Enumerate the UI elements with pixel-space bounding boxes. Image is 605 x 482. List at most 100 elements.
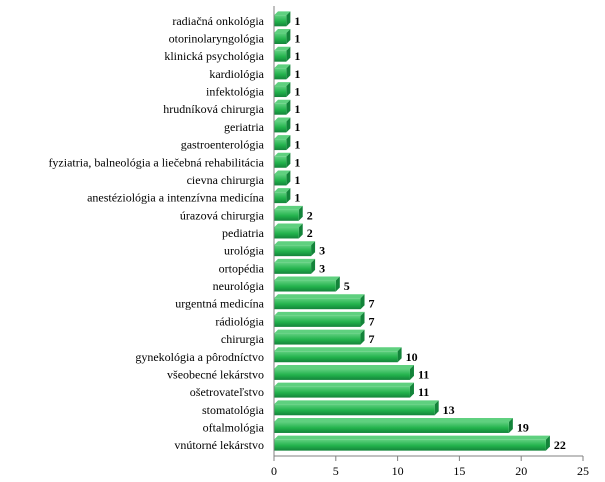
bar-24	[274, 439, 546, 451]
bar-side-5	[286, 99, 291, 115]
category-label-24: vnútorné lekárstvo	[174, 438, 264, 452]
bar-13	[274, 245, 312, 257]
value-label-23: 19	[517, 420, 529, 434]
bar-3	[274, 68, 287, 80]
bar-top-2	[274, 46, 291, 51]
bar-23	[274, 421, 509, 433]
bar-top-16	[274, 294, 365, 299]
x-tick-label-0: 0	[271, 464, 277, 478]
category-label-2: klinická psychológia	[164, 49, 264, 63]
bar-side-20	[409, 364, 414, 380]
value-label-21: 11	[418, 385, 429, 399]
category-label-5: hrudníková chirurgia	[163, 102, 264, 116]
value-label-2: 1	[294, 49, 300, 63]
bar-side-9	[286, 170, 291, 186]
x-tick-label-5: 25	[577, 464, 589, 478]
category-label-18: chirurgia	[221, 332, 265, 346]
value-label-6: 1	[294, 120, 300, 134]
category-label-22: stomatológia	[202, 403, 265, 417]
bar-side-10	[286, 188, 291, 204]
bar-9	[274, 174, 287, 186]
bar-6	[274, 121, 287, 133]
bar-side-18	[360, 329, 365, 345]
bar-top-20	[274, 364, 414, 369]
bar-top-3	[274, 64, 291, 69]
bar-7	[274, 139, 287, 151]
bar-side-3	[286, 64, 291, 80]
value-label-16: 7	[369, 297, 375, 311]
bar-top-7	[274, 135, 291, 140]
bar-side-6	[286, 117, 291, 133]
bar-12	[274, 227, 299, 239]
category-label-11: úrazová chirurgia	[180, 208, 265, 222]
bar-top-23	[274, 417, 513, 422]
value-label-0: 1	[294, 14, 300, 28]
bar-top-10	[274, 188, 291, 193]
category-label-1: otorinolaryngológia	[169, 32, 265, 46]
x-tick-label-3: 15	[453, 464, 465, 478]
bar-top-17	[274, 311, 365, 316]
bar-side-0	[286, 11, 291, 27]
bar-top-0	[274, 11, 291, 16]
bar-side-19	[397, 347, 402, 363]
bar-top-13	[274, 241, 316, 246]
bar-top-9	[274, 170, 291, 175]
bar-0	[274, 15, 287, 27]
bar-1	[274, 33, 287, 45]
value-label-7: 1	[294, 138, 300, 152]
bar-top-4	[274, 82, 291, 87]
category-label-13: urológia	[224, 244, 265, 258]
bar-side-13	[311, 241, 316, 257]
bar-17	[274, 315, 361, 327]
bars-group	[274, 11, 550, 451]
category-label-7: gastroenterológia	[181, 138, 265, 152]
category-label-10: anestéziológia a intenzívna medicína	[87, 191, 265, 205]
bar-10	[274, 192, 287, 204]
bar-20	[274, 368, 410, 380]
category-label-19: gynekológia a pôrodníctvo	[135, 350, 264, 364]
bar-5	[274, 103, 287, 115]
bar-2	[274, 50, 287, 62]
bar-top-11	[274, 205, 303, 210]
category-label-9: cievna chirurgia	[187, 173, 265, 187]
bar-top-21	[274, 382, 414, 387]
bar-top-12	[274, 223, 303, 228]
bar-side-17	[360, 311, 365, 327]
bar-top-8	[274, 152, 291, 157]
value-label-20: 11	[418, 367, 429, 381]
bar-11	[274, 209, 299, 221]
bar-side-8	[286, 152, 291, 168]
bar-19	[274, 351, 398, 363]
bar-top-22	[274, 400, 439, 405]
bar-21	[274, 386, 410, 398]
category-label-4: infektológia	[206, 85, 265, 99]
bar-top-24	[274, 435, 550, 440]
value-label-10: 1	[294, 191, 300, 205]
bar-top-6	[274, 117, 291, 122]
axes	[273, 6, 584, 461]
bar-top-18	[274, 329, 365, 334]
x-tick-label-4: 20	[515, 464, 527, 478]
value-label-13: 3	[319, 244, 325, 258]
bar-top-19	[274, 347, 402, 352]
value-label-9: 1	[294, 173, 300, 187]
bar-side-11	[298, 205, 303, 221]
bar-18	[274, 333, 361, 345]
bar-side-2	[286, 46, 291, 62]
x-tick-label-2: 10	[392, 464, 404, 478]
bar-side-7	[286, 135, 291, 151]
bar-16	[274, 298, 361, 310]
category-label-16: urgentná medicína	[175, 297, 264, 311]
value-label-18: 7	[369, 332, 375, 346]
value-label-5: 1	[294, 102, 300, 116]
bar-top-15	[274, 276, 340, 281]
value-label-4: 1	[294, 85, 300, 99]
bar-side-23	[508, 417, 513, 433]
bar-14	[274, 262, 312, 274]
category-label-3: kardiológia	[209, 67, 264, 81]
category-label-6: geriatria	[224, 120, 265, 134]
category-label-12: pediatria	[222, 226, 265, 240]
category-label-21: ošetrovateľstvo	[190, 385, 264, 399]
